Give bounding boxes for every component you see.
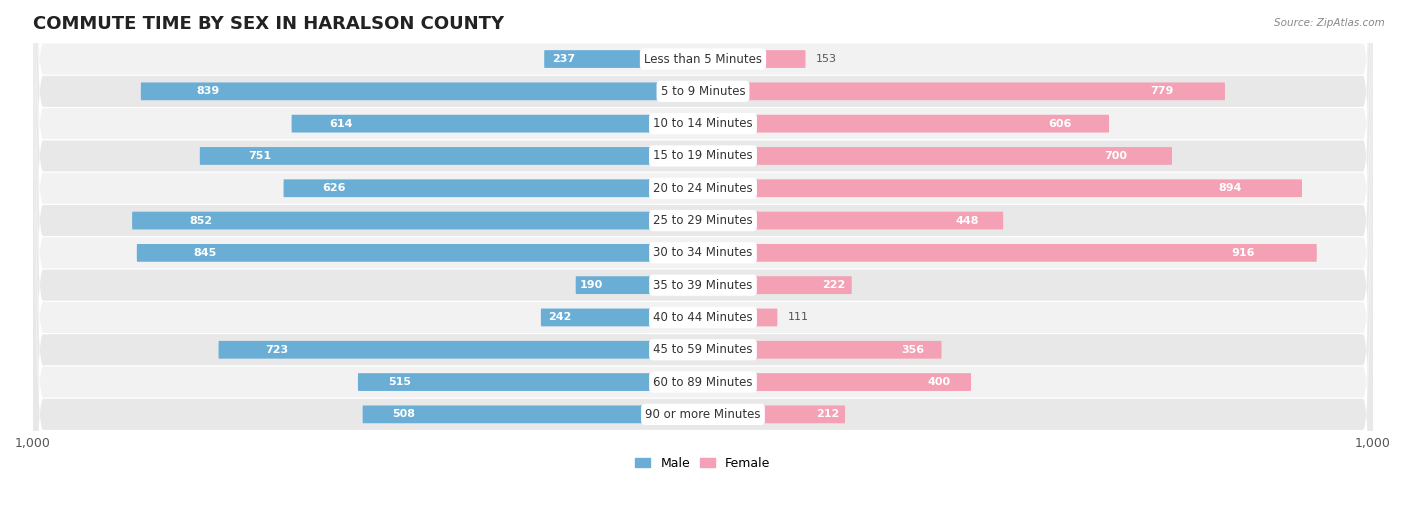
FancyBboxPatch shape [32,0,1374,523]
Text: 90 or more Minutes: 90 or more Minutes [645,408,761,421]
Text: 40 to 44 Minutes: 40 to 44 Minutes [654,311,752,324]
FancyBboxPatch shape [32,0,1374,523]
Text: 700: 700 [1104,151,1128,161]
Text: 20 to 24 Minutes: 20 to 24 Minutes [654,182,752,195]
FancyBboxPatch shape [544,50,703,68]
FancyBboxPatch shape [141,83,703,100]
Text: 30 to 34 Minutes: 30 to 34 Minutes [654,246,752,259]
Text: 45 to 59 Minutes: 45 to 59 Minutes [654,343,752,356]
FancyBboxPatch shape [32,0,1374,523]
Text: COMMUTE TIME BY SEX IN HARALSON COUNTY: COMMUTE TIME BY SEX IN HARALSON COUNTY [32,15,505,33]
FancyBboxPatch shape [132,212,703,230]
Text: Less than 5 Minutes: Less than 5 Minutes [644,52,762,65]
FancyBboxPatch shape [32,0,1374,523]
Text: 606: 606 [1049,119,1071,129]
Text: 212: 212 [817,410,839,419]
FancyBboxPatch shape [32,0,1374,523]
Text: 15 to 19 Minutes: 15 to 19 Minutes [654,150,752,163]
Text: 508: 508 [392,410,415,419]
FancyBboxPatch shape [32,0,1374,523]
FancyBboxPatch shape [703,405,845,423]
FancyBboxPatch shape [703,83,1225,100]
FancyBboxPatch shape [32,0,1374,523]
Text: 35 to 39 Minutes: 35 to 39 Minutes [654,279,752,292]
Text: 626: 626 [322,183,346,194]
Text: 153: 153 [815,54,837,64]
FancyBboxPatch shape [541,309,703,326]
FancyBboxPatch shape [363,405,703,423]
Text: 60 to 89 Minutes: 60 to 89 Minutes [654,376,752,389]
Text: 237: 237 [551,54,575,64]
Text: 723: 723 [266,345,288,355]
FancyBboxPatch shape [32,0,1374,523]
FancyBboxPatch shape [703,341,942,359]
FancyBboxPatch shape [32,0,1374,523]
Legend: Male, Female: Male, Female [630,452,776,475]
Text: 190: 190 [579,280,603,290]
Text: 448: 448 [956,215,979,225]
Text: 111: 111 [787,312,808,323]
FancyBboxPatch shape [703,244,1317,262]
FancyBboxPatch shape [359,373,703,391]
FancyBboxPatch shape [703,373,972,391]
Text: 25 to 29 Minutes: 25 to 29 Minutes [654,214,752,227]
FancyBboxPatch shape [291,115,703,132]
FancyBboxPatch shape [32,0,1374,523]
FancyBboxPatch shape [703,115,1109,132]
Text: 894: 894 [1219,183,1241,194]
Text: 779: 779 [1150,86,1174,96]
FancyBboxPatch shape [284,179,703,197]
Text: 356: 356 [901,345,925,355]
FancyBboxPatch shape [136,244,703,262]
Text: 852: 852 [188,215,212,225]
Text: Source: ZipAtlas.com: Source: ZipAtlas.com [1274,18,1385,28]
Text: 614: 614 [329,119,353,129]
FancyBboxPatch shape [703,147,1173,165]
Text: 10 to 14 Minutes: 10 to 14 Minutes [654,117,752,130]
Text: 222: 222 [823,280,845,290]
Text: 916: 916 [1232,248,1256,258]
FancyBboxPatch shape [703,50,806,68]
FancyBboxPatch shape [32,0,1374,523]
Text: 845: 845 [193,248,217,258]
FancyBboxPatch shape [32,0,1374,523]
FancyBboxPatch shape [703,309,778,326]
FancyBboxPatch shape [703,179,1302,197]
Text: 515: 515 [388,377,411,387]
Text: 839: 839 [197,86,219,96]
FancyBboxPatch shape [218,341,703,359]
Text: 242: 242 [548,312,572,323]
Text: 5 to 9 Minutes: 5 to 9 Minutes [661,85,745,98]
Text: 400: 400 [928,377,950,387]
FancyBboxPatch shape [575,276,703,294]
FancyBboxPatch shape [703,276,852,294]
FancyBboxPatch shape [200,147,703,165]
Text: 751: 751 [249,151,271,161]
FancyBboxPatch shape [703,212,1004,230]
